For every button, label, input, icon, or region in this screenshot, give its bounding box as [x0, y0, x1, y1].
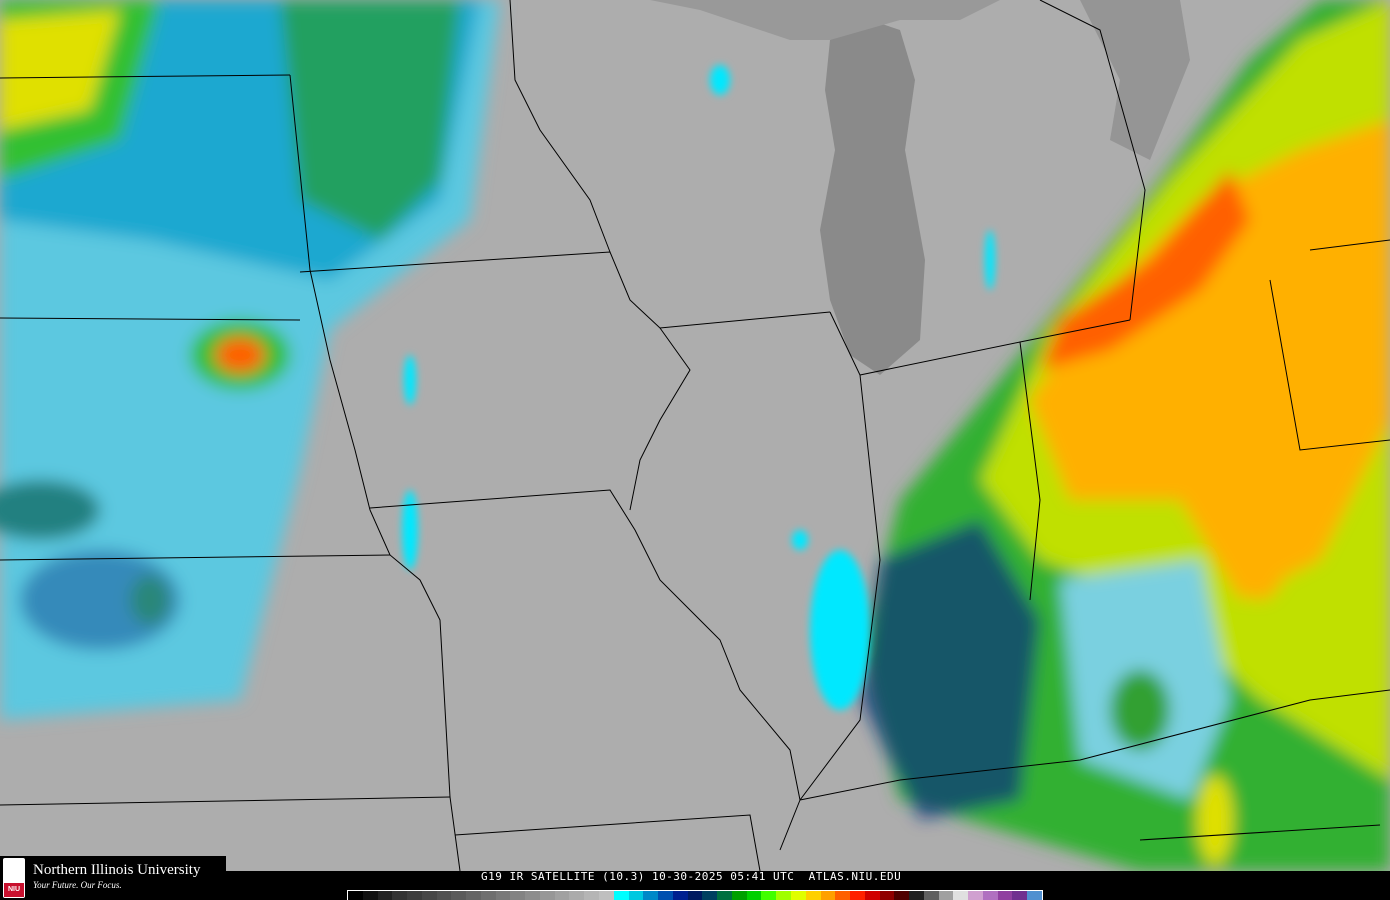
colorbar-swatch [687, 891, 703, 900]
colorbar-swatch [731, 891, 747, 900]
colorbar-swatch [923, 891, 939, 900]
colorbar-swatch [953, 891, 969, 900]
lake-huron [1080, 0, 1190, 160]
colorbar-swatch [1012, 891, 1028, 900]
colorbar-swatch [348, 891, 363, 900]
temperature-colorbar [347, 890, 1043, 900]
colorbar-swatch [377, 891, 393, 900]
colorbar-swatch [672, 891, 688, 900]
colorbar-swatch [599, 891, 614, 900]
colorbar-swatch [864, 891, 880, 900]
colorbar-swatch [790, 891, 806, 900]
niu-seal-icon: NIU [3, 858, 25, 898]
colorbar-swatch [776, 891, 791, 900]
lake-superior [650, 0, 1000, 40]
niu-logo: NIU Northern Illinois University Your Fu… [0, 856, 226, 900]
state-boundaries [0, 0, 1390, 871]
colorbar-swatch [643, 891, 659, 900]
western-cloud-field [0, 0, 500, 720]
colorbar-swatch [525, 891, 540, 900]
colorbar-swatch [820, 891, 836, 900]
colorbar-swatch [968, 891, 983, 900]
eastern-storm-system [860, 0, 1390, 871]
colorbar-swatch [761, 891, 777, 900]
colorbar-swatch [894, 891, 910, 900]
colorbar-swatch [362, 891, 378, 900]
colorbar-swatch [495, 891, 511, 900]
colorbar-swatch [392, 891, 408, 900]
ir-satellite-image [0, 0, 1390, 871]
colorbar-swatch [480, 891, 496, 900]
colorbar-swatch [466, 891, 481, 900]
logo-name: Northern Illinois University [33, 862, 201, 878]
colorbar-swatch [407, 891, 422, 900]
image-caption: G19 IR SATELLITE (10.3) 10-30-2025 05:41… [481, 870, 902, 883]
colorbar-swatch [539, 891, 555, 900]
colorbar-swatch [613, 891, 629, 900]
colorbar-swatch [879, 891, 895, 900]
colorbar-swatch [569, 891, 585, 900]
scattered-cloud-bits [402, 65, 995, 710]
lake-michigan [820, 20, 925, 375]
colorbar-swatch [746, 891, 762, 900]
colorbar-swatch [658, 891, 673, 900]
colorbar-swatch [584, 891, 600, 900]
colorbar-swatch [510, 891, 526, 900]
niu-badge: NIU [4, 883, 24, 897]
colorbar-swatch [835, 891, 851, 900]
colorbar-swatch [997, 891, 1013, 900]
colorbar-swatch [982, 891, 998, 900]
colorbar-swatch [436, 891, 452, 900]
logo-tagline: Your Future. Our Focus. [33, 880, 122, 890]
colorbar-swatch [1027, 891, 1042, 900]
colorbar-swatch [805, 891, 821, 900]
colorbar-swatch [451, 891, 467, 900]
colorbar-swatch [628, 891, 644, 900]
colorbar-swatch [909, 891, 924, 900]
colorbar-swatch [421, 891, 437, 900]
colorbar-swatch [850, 891, 865, 900]
colorbar-swatch [938, 891, 954, 900]
colorbar-swatch [554, 891, 570, 900]
colorbar-swatch [702, 891, 718, 900]
colorbar-swatch [717, 891, 732, 900]
